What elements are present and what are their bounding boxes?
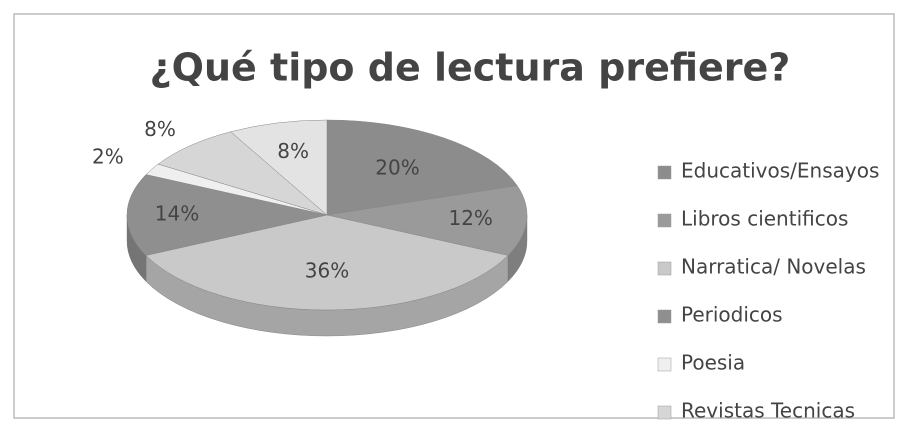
data-label: 12% xyxy=(448,206,492,230)
data-label: 8% xyxy=(277,139,309,163)
pie-slice xyxy=(145,214,509,311)
pie-slice xyxy=(326,185,528,256)
chart-title: ¿Qué tipo de lectura prefiere? xyxy=(150,46,791,90)
legend-swatch xyxy=(657,309,672,324)
pie-slice xyxy=(230,119,328,216)
pie-slice xyxy=(157,131,328,216)
data-label: 2% xyxy=(92,144,124,168)
legend-swatch xyxy=(657,261,672,276)
legend-swatch xyxy=(657,213,672,228)
legend-label: Poesia xyxy=(681,351,745,375)
legend-swatch xyxy=(657,357,672,372)
data-label: 36% xyxy=(305,259,349,283)
legend-label: Educativos/Ensayos xyxy=(681,159,879,183)
legend-label: Periodicos xyxy=(681,303,783,327)
legend-label: Libros cientificos xyxy=(681,207,848,231)
legend-label: Revistas Tecnicas xyxy=(681,399,855,423)
legend-swatch xyxy=(657,405,672,420)
data-label: 14% xyxy=(155,202,199,226)
legend-label: Narratica/ Novelas xyxy=(681,255,866,279)
pie-slice xyxy=(126,174,328,256)
pie-slice xyxy=(326,119,518,216)
data-label: 8% xyxy=(144,117,176,141)
data-label: 20% xyxy=(375,155,419,179)
legend-swatch xyxy=(657,165,672,180)
